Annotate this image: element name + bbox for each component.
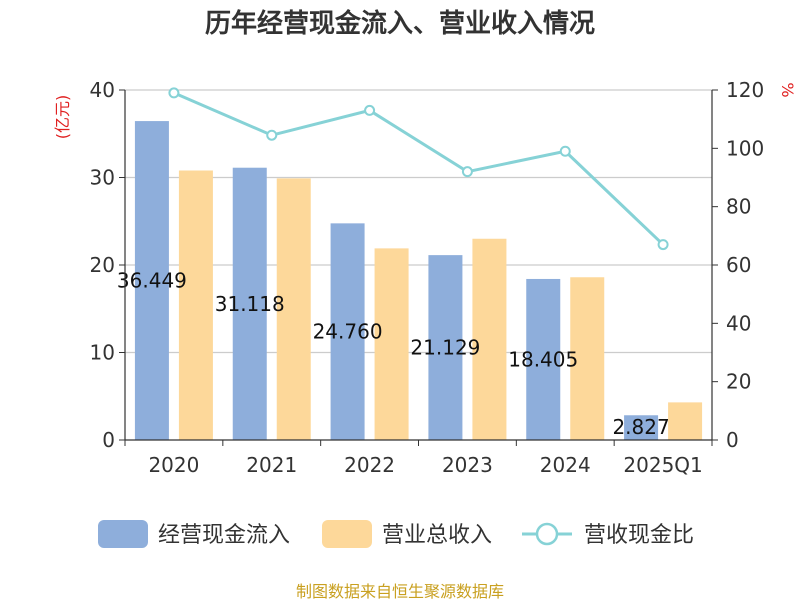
x-tick-label: 2022 — [344, 453, 395, 477]
ratio-point — [657, 239, 669, 251]
cash-inflow-bar — [330, 223, 365, 440]
right-tick-label: 100 — [726, 136, 764, 160]
ratio-point — [364, 104, 376, 116]
x-tick-label: 2020 — [148, 453, 199, 477]
right-tick-label: 0 — [726, 428, 739, 452]
bar-labels: 36.449 31.118 24.760 21.129 18.405 2.827 — [117, 269, 670, 439]
bars — [134, 121, 703, 440]
revenue-bar — [178, 170, 213, 440]
legend-label: 经营现金流入 — [158, 523, 290, 548]
legend: 经营现金流入 营业总收入 营收现金比 — [98, 520, 694, 548]
ratio-line — [168, 87, 669, 251]
right-tick-label: 80 — [726, 195, 751, 219]
left-axis-unit: (亿元) — [53, 95, 72, 140]
revenue-bar — [668, 402, 703, 440]
gridlines — [125, 89, 712, 354]
cash-inflow-bar — [134, 121, 169, 440]
legend-marker — [535, 522, 559, 546]
cash-inflow-bar — [232, 167, 267, 440]
bar-value-label: 24.760 — [313, 320, 383, 344]
revenue-bar — [472, 238, 507, 440]
right-axis-unit: % — [778, 82, 797, 97]
legend-swatch — [322, 520, 372, 548]
cash-inflow-bar — [526, 278, 561, 440]
left-tick-label: 40 — [90, 78, 115, 102]
right-tick-label: 120 — [726, 78, 764, 102]
x-tick-label: 2025Q1 — [623, 453, 702, 477]
revenue-bar — [570, 277, 605, 440]
cash-inflow-bar — [624, 415, 659, 440]
bar-value-label: 36.449 — [117, 269, 187, 293]
legend-label: 营收现金比 — [584, 523, 694, 548]
x-tick-label: 2024 — [540, 453, 591, 477]
axes: 0 10 20 30 40 0 20 40 60 80 100 120 2020 2021 2022 2023… — [90, 78, 765, 477]
cash-inflow-bar — [428, 255, 463, 440]
bar-value-label: 2.827 — [612, 415, 669, 439]
chart-title: 历年经营现金流入、营业收入情况 — [205, 8, 595, 39]
left-tick-label: 10 — [90, 341, 115, 365]
right-tick-label: 20 — [726, 370, 751, 394]
ratio-point — [559, 145, 571, 157]
ratio-point — [461, 166, 473, 178]
ratio-line-path — [173, 91, 665, 246]
ratio-point — [168, 87, 180, 99]
x-tick-label: 2021 — [246, 453, 297, 477]
revenue-bar — [374, 248, 409, 440]
bar-value-label: 18.405 — [508, 347, 578, 371]
legend-swatch — [98, 520, 148, 548]
revenue-bar — [276, 178, 311, 440]
right-tick-label: 40 — [726, 311, 751, 335]
x-tick-label: 2023 — [442, 453, 493, 477]
right-tick-label: 60 — [726, 253, 751, 277]
left-tick-label: 20 — [90, 253, 115, 277]
bar-value-label: 21.129 — [410, 336, 480, 360]
ratio-point — [266, 129, 278, 141]
bar-value-label: 31.118 — [215, 292, 285, 316]
left-tick-label: 0 — [102, 428, 115, 452]
legend-label: 营业总收入 — [382, 523, 492, 548]
source-note: 制图数据来自恒生聚源数据库 — [296, 582, 504, 600]
left-tick-label: 30 — [90, 166, 115, 190]
